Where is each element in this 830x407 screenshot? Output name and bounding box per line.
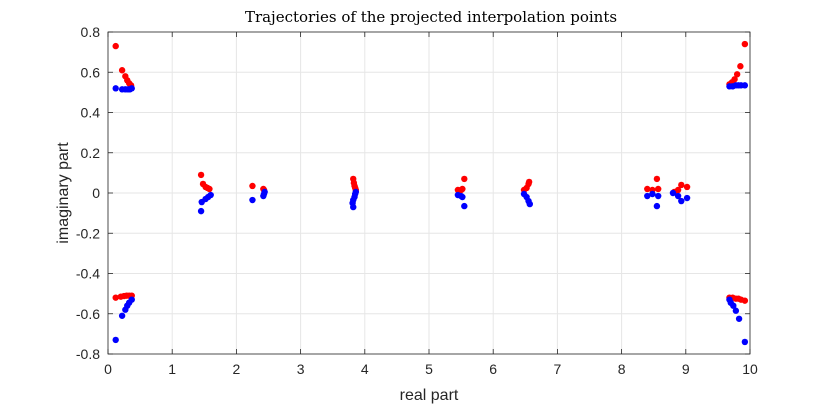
x-tick-label: 0 [104, 361, 112, 377]
blue-data-point [735, 315, 743, 322]
blue-data-point [653, 202, 661, 210]
blue-data-point [644, 192, 651, 200]
y-tick-label: 0.2 [81, 145, 101, 161]
blue-data-point [683, 194, 691, 202]
blue-data-point [128, 296, 135, 303]
blue-data-point [654, 192, 662, 200]
y-tick-label: 0.4 [81, 105, 101, 121]
blue-data-point [678, 197, 685, 205]
red-data-point [741, 40, 749, 48]
y-tick-label: 0.8 [81, 24, 101, 40]
y-axis-label: imaginary part [55, 142, 72, 244]
blue-data-point [197, 207, 205, 215]
chart-title: Trajectories of the projected interpolat… [245, 8, 617, 26]
red-data-point [733, 71, 741, 78]
blue-data-point [649, 190, 656, 198]
x-axis-label: real part [400, 387, 459, 404]
blue-data-point [730, 302, 737, 309]
blue-data-point [207, 191, 214, 199]
red-data-point [683, 183, 691, 191]
blue-data-point [461, 202, 468, 210]
red-data-point [653, 175, 661, 183]
y-tick-label: 0 [92, 185, 100, 201]
red-data-point [118, 67, 126, 74]
red-data-point [731, 76, 738, 83]
red-data-point [112, 42, 119, 50]
blue-data-point [741, 82, 749, 89]
x-tick-label: 4 [361, 361, 369, 377]
blue-data-point [128, 85, 135, 92]
blue-data-point [249, 196, 256, 204]
red-data-point [674, 186, 682, 194]
blue-data-point [261, 188, 268, 196]
x-tick-label: 1 [168, 361, 176, 377]
red-data-point [644, 185, 651, 193]
y-tick-label: -0.8 [76, 346, 100, 362]
x-tick-label: 7 [554, 361, 562, 377]
red-data-point [197, 171, 205, 179]
y-tick-label: -0.2 [76, 225, 100, 241]
x-tick-label: 2 [233, 361, 241, 377]
data-points [112, 40, 749, 346]
red-data-point [654, 185, 662, 193]
red-data-point [678, 181, 685, 189]
y-tick-label: -0.4 [76, 266, 100, 282]
red-data-point [461, 175, 468, 183]
blue-data-point [669, 189, 677, 197]
x-tick-label: 10 [742, 361, 758, 377]
red-data-point [112, 294, 119, 301]
blue-data-point [741, 338, 749, 346]
red-data-point [525, 178, 533, 186]
red-data-point [741, 297, 749, 304]
blue-data-point [118, 312, 126, 319]
x-tick-label: 5 [425, 361, 433, 377]
blue-data-point [674, 192, 682, 200]
blue-data-point [459, 193, 466, 201]
blue-data-point [352, 188, 360, 196]
y-tick-label: 0.6 [81, 64, 101, 80]
y-tick-label: -0.6 [76, 306, 100, 322]
red-data-point [249, 182, 256, 190]
x-tick-label: 6 [489, 361, 497, 377]
blue-data-point [112, 336, 119, 344]
blue-data-point [526, 200, 533, 208]
x-tick-label: 9 [682, 361, 690, 377]
blue-data-point [112, 85, 119, 92]
axis-ticks: 0 1 2 3 4 5 6 7 8 9 10 -0.8 -0.6 -0.4 -0.2 0 0.2 0.4 0.6 0.… [76, 24, 758, 377]
blue-data-point [732, 307, 740, 314]
x-tick-label: 8 [618, 361, 626, 377]
x-tick-label: 3 [297, 361, 305, 377]
red-data-point [459, 185, 466, 193]
red-data-point [206, 185, 213, 193]
red-data-point [737, 63, 744, 70]
